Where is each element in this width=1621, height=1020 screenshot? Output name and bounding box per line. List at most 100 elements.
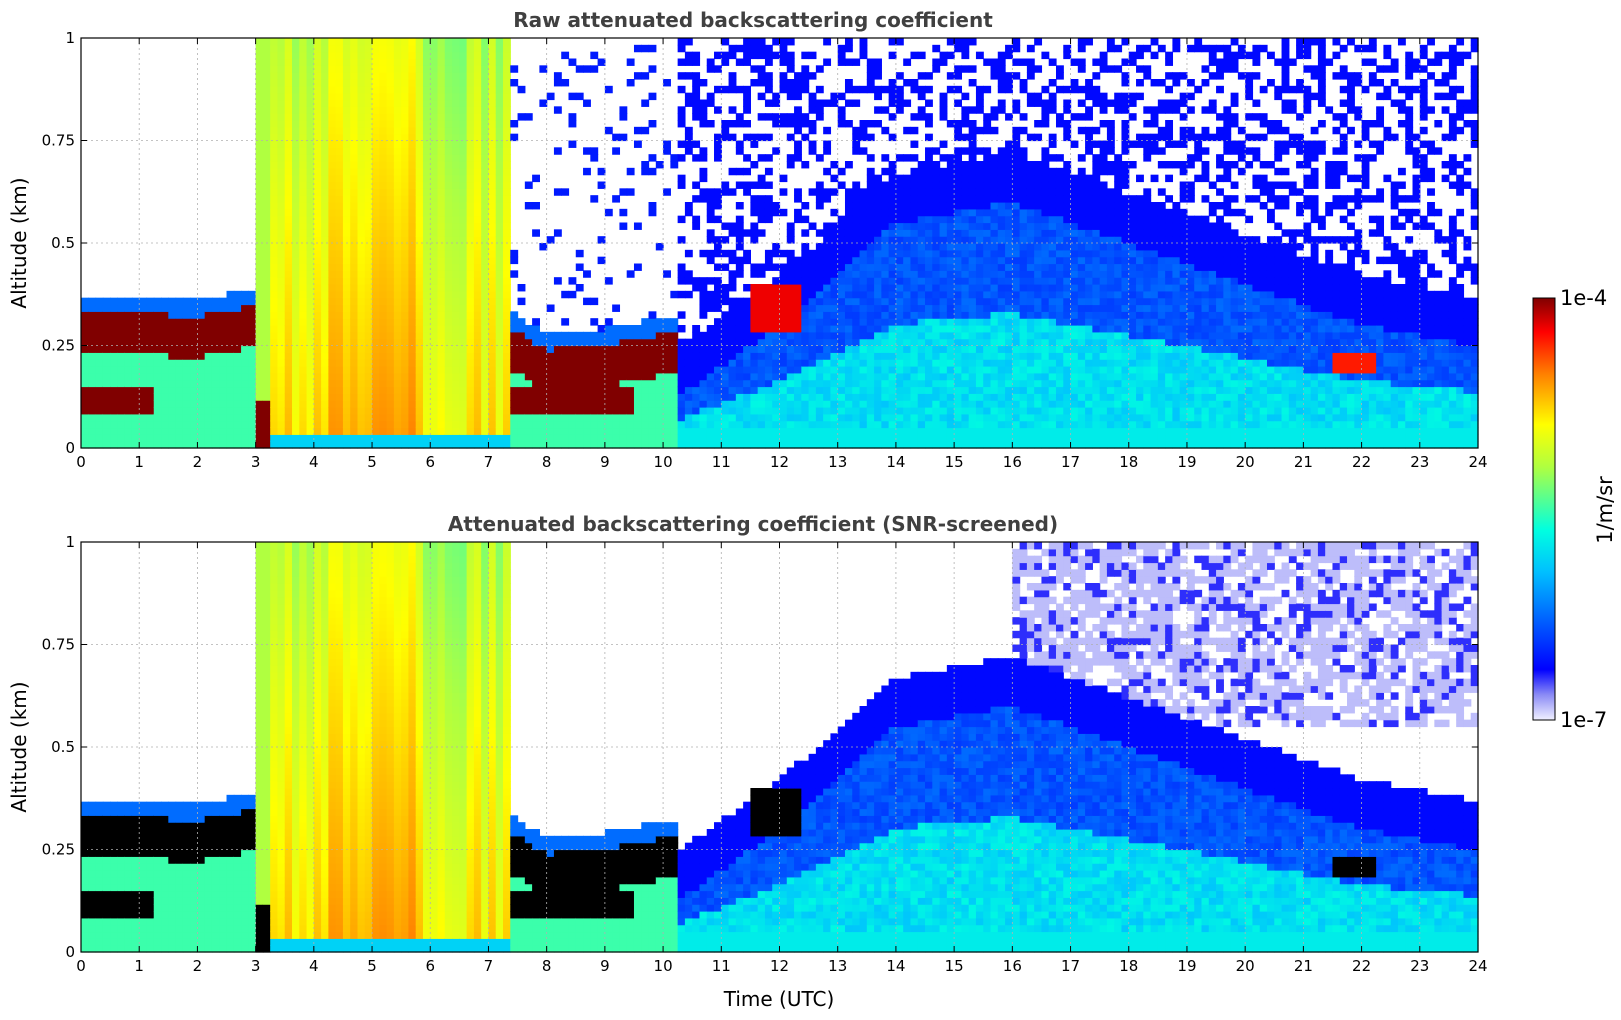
heatmap-cell — [473, 277, 482, 285]
heatmap-cell — [604, 331, 613, 340]
heatmap-cell — [313, 277, 322, 285]
heatmap-cell — [306, 65, 315, 73]
heatmap-cell — [750, 311, 759, 319]
heatmap-cell — [757, 284, 766, 292]
heatmap-cell — [735, 140, 744, 148]
heatmap-cell — [823, 413, 832, 422]
heatmap-cell — [866, 188, 875, 196]
heatmap-cell — [401, 407, 410, 415]
heatmap-cell — [983, 372, 992, 381]
heatmap-cell — [975, 325, 984, 333]
heatmap-cell — [146, 407, 155, 415]
heatmap-cell — [321, 174, 329, 183]
heatmap-cell — [379, 106, 388, 114]
heatmap-cell — [270, 133, 279, 142]
heatmap-cell — [255, 140, 264, 148]
heatmap-cell — [328, 147, 337, 155]
heatmap-cell — [401, 352, 410, 360]
heatmap-cell — [546, 236, 555, 244]
heatmap-cell — [350, 441, 359, 449]
heatmap-cell — [262, 72, 271, 80]
heatmap-cell — [379, 297, 388, 306]
heatmap-cell — [692, 413, 701, 422]
heatmap-cell — [764, 113, 773, 121]
heatmap-cell — [444, 311, 453, 319]
heatmap-cell — [306, 154, 315, 162]
heatmap-cell — [342, 147, 351, 155]
heatmap-cell — [510, 379, 519, 388]
heatmap-cell — [844, 338, 853, 347]
heatmap-cell — [815, 65, 824, 73]
heatmap-cell — [597, 386, 606, 394]
heatmap-cell — [503, 85, 511, 94]
heatmap-cell — [830, 366, 839, 374]
heatmap-cell — [444, 325, 453, 333]
heatmap-cell — [874, 120, 882, 128]
heatmap-cell — [495, 263, 504, 271]
heatmap-cell — [459, 352, 468, 360]
heatmap-cell — [939, 352, 948, 360]
heatmap-cell — [910, 236, 919, 244]
heatmap-cell — [706, 413, 715, 422]
heatmap-cell — [975, 331, 984, 340]
heatmap-cell — [335, 147, 344, 155]
heatmap-cell — [422, 318, 431, 326]
heatmap-cell — [583, 420, 591, 429]
heatmap-cell — [313, 379, 322, 388]
heatmap-cell — [110, 420, 118, 429]
heatmap-cell — [743, 44, 751, 53]
heatmap-cell — [961, 359, 970, 367]
heatmap-cell — [830, 352, 839, 360]
heatmap-cell — [728, 249, 737, 258]
heatmap-cell — [750, 386, 759, 394]
heatmap-cell — [721, 263, 730, 271]
heatmap-cell — [393, 126, 402, 135]
heatmap-cell — [735, 366, 744, 374]
heatmap-cell — [110, 345, 118, 353]
heatmap-cell — [903, 420, 912, 429]
heatmap-cell — [619, 106, 628, 114]
heatmap-cell — [583, 386, 591, 394]
heatmap-cell — [757, 345, 766, 353]
heatmap-cell — [932, 441, 941, 449]
heatmap-cell — [750, 284, 759, 292]
heatmap-cell — [633, 420, 642, 429]
heatmap-cell — [110, 359, 118, 367]
heatmap-cell — [561, 413, 570, 422]
heatmap-cell — [197, 427, 206, 435]
heatmap-cell — [714, 427, 722, 435]
heatmap-cell — [182, 311, 191, 319]
heatmap-cell — [874, 215, 882, 224]
heatmap-cell — [735, 345, 744, 353]
heatmap-cell — [968, 229, 977, 237]
heatmap-cell — [350, 85, 359, 94]
heatmap-cell — [168, 420, 177, 429]
heatmap-cell — [386, 38, 395, 46]
heatmap-cell — [342, 195, 351, 203]
heatmap-cell — [612, 379, 621, 388]
heatmap-cell — [910, 256, 919, 265]
heatmap-cell — [357, 277, 366, 285]
heatmap-cell — [903, 284, 912, 292]
heatmap-cell — [808, 318, 817, 326]
heatmap-cell — [117, 366, 126, 374]
heatmap-cell — [422, 85, 431, 94]
heatmap-cell — [815, 400, 824, 408]
heatmap-cell — [575, 441, 584, 449]
heatmap-cell — [459, 256, 468, 265]
heatmap-cell — [481, 366, 490, 374]
heatmap-cell — [728, 229, 737, 237]
heatmap-cell — [975, 427, 984, 435]
heatmap-cell — [190, 311, 199, 319]
heatmap-cell — [408, 229, 417, 237]
heatmap-cell — [954, 338, 963, 347]
heatmap-cell — [197, 338, 206, 347]
heatmap-cell — [815, 195, 824, 203]
heatmap-cell — [910, 277, 919, 285]
heatmap-cell — [881, 331, 890, 340]
heatmap-cell — [233, 352, 242, 360]
heatmap-cell — [161, 311, 169, 319]
heatmap-cell — [532, 386, 540, 394]
heatmap-cell — [255, 188, 264, 196]
heatmap-cell — [750, 202, 759, 210]
